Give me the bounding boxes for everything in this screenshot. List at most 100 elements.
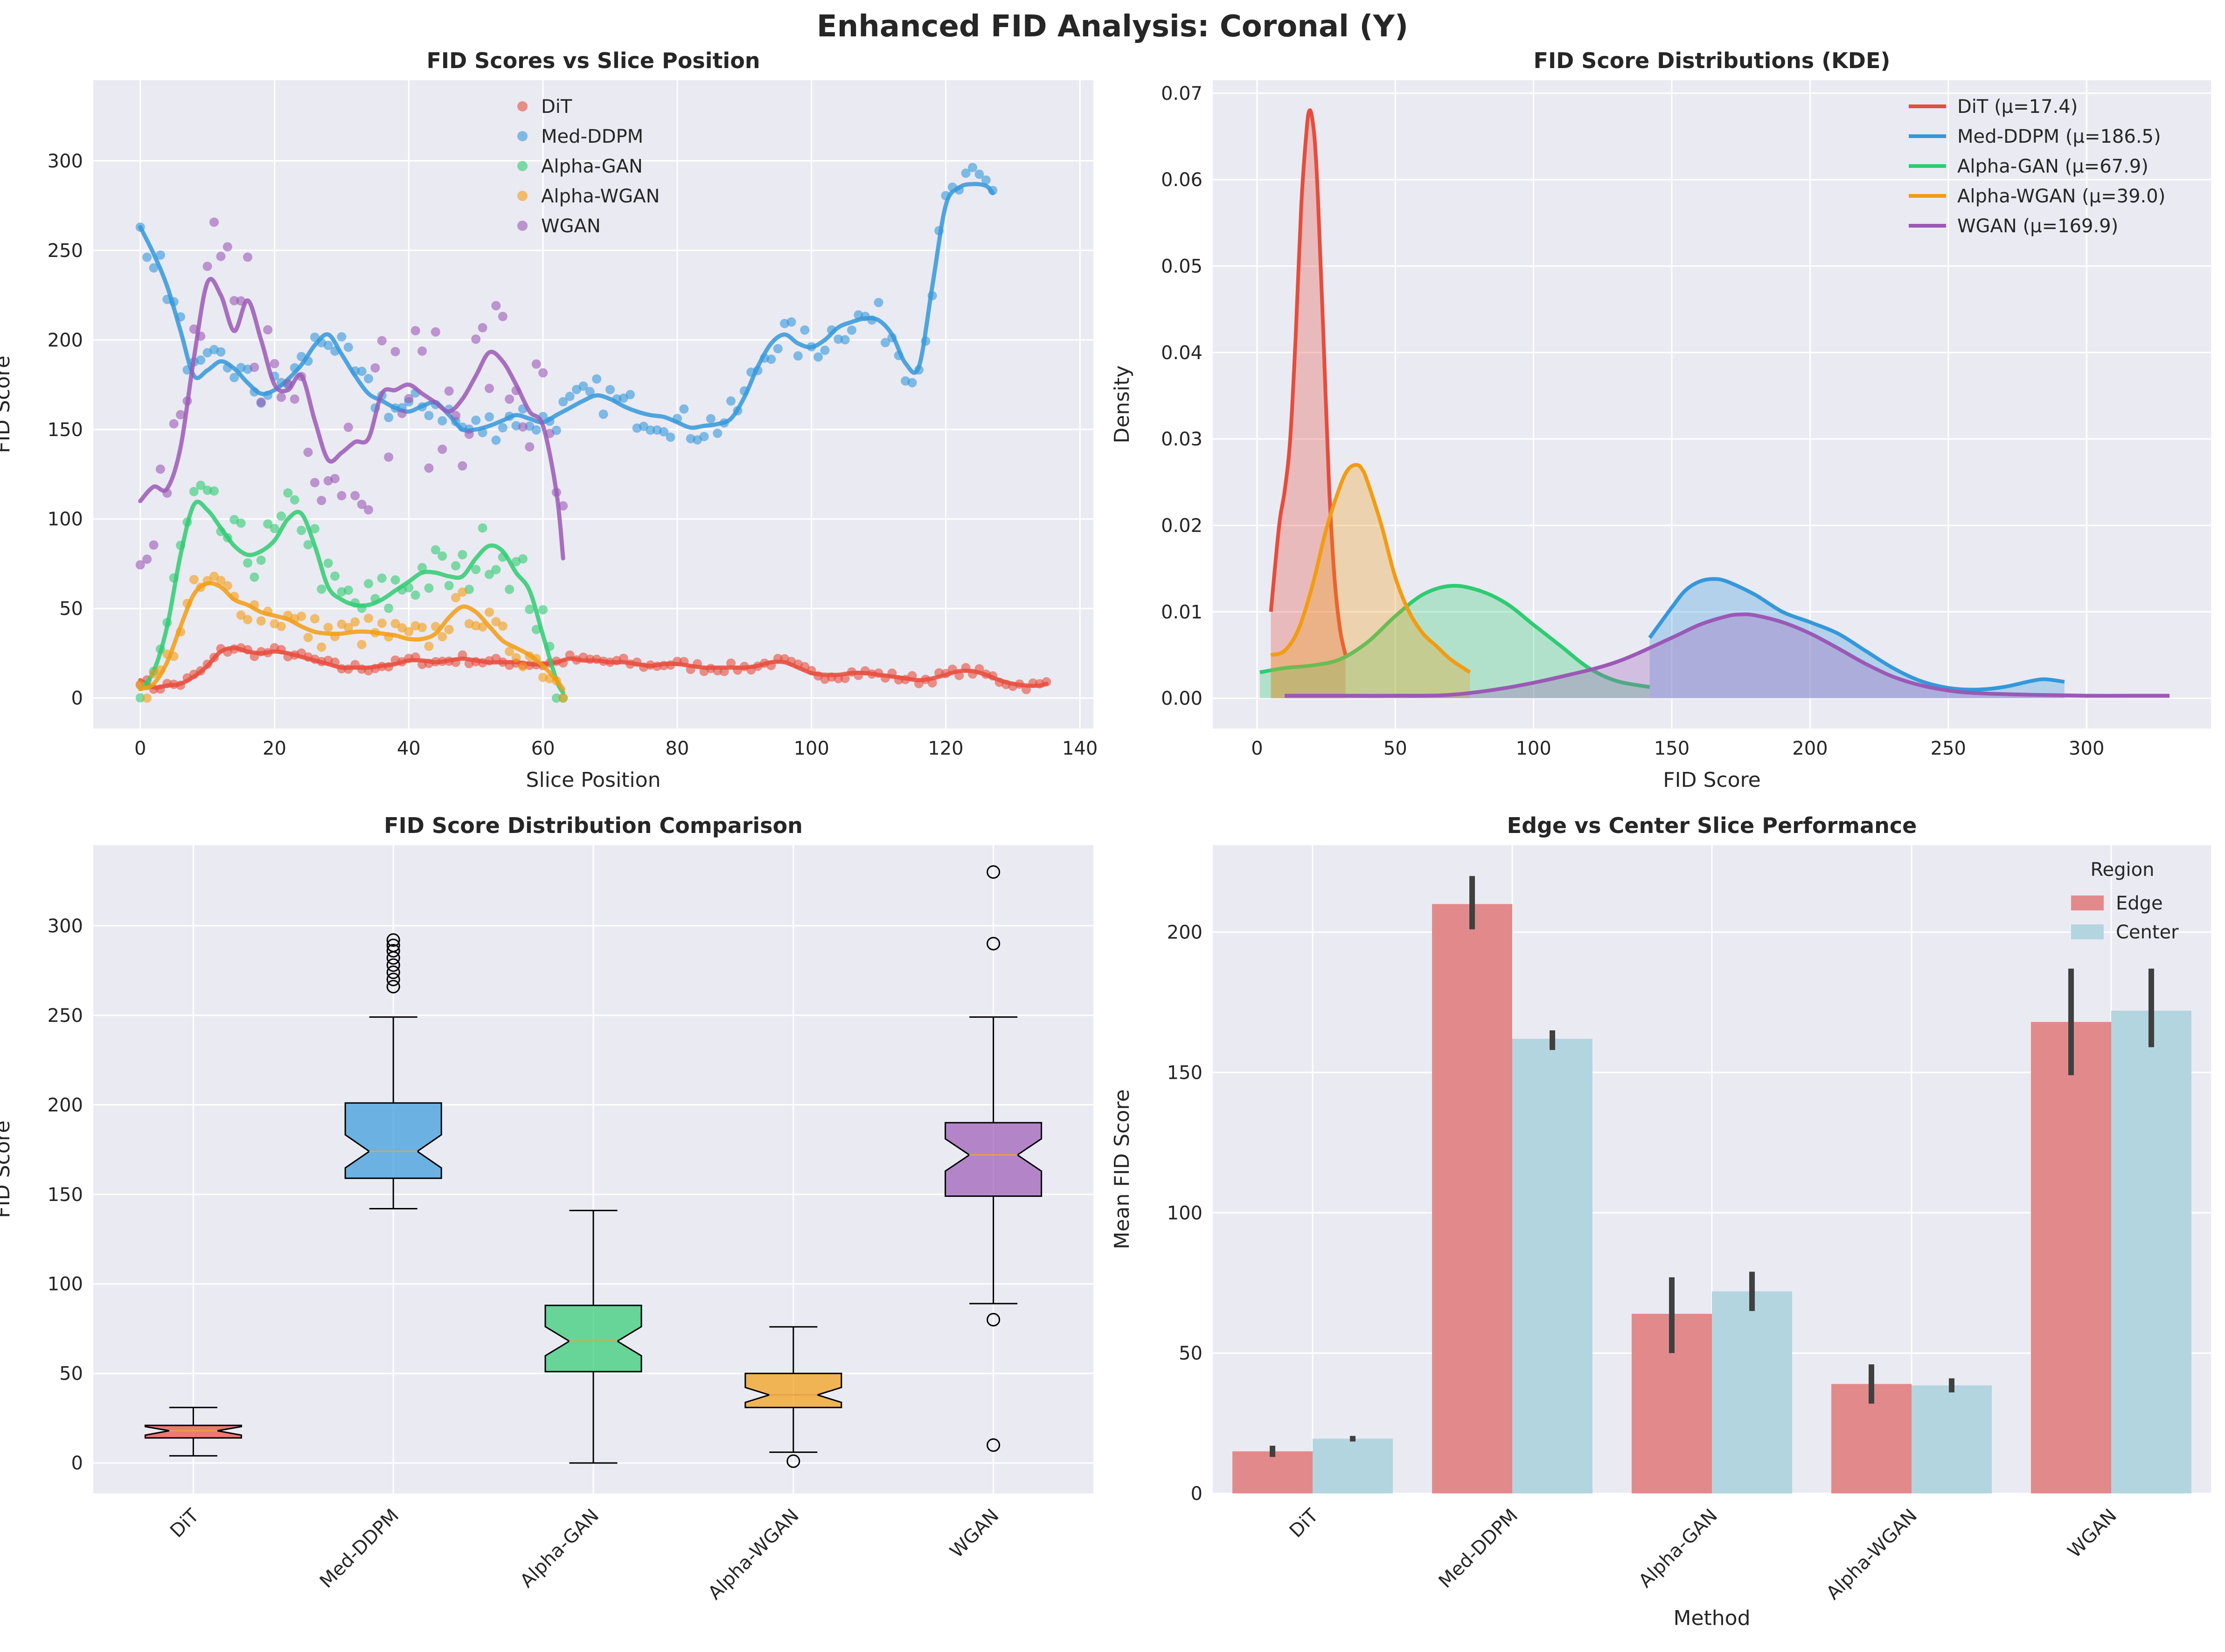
scatter-point [323,623,333,632]
scatter-point [384,413,394,423]
y-tick-label: 0.01 [1161,602,1203,623]
scatter-point [270,359,279,368]
scatter-point [283,488,293,498]
outlier-point [786,1454,800,1468]
y-tick-label: 100 [48,1274,83,1295]
legend-marker [517,101,528,111]
legend-label: WGAN (μ=169.9) [1957,215,2118,237]
scatter-point [243,615,252,625]
kde-fill [1649,579,2065,699]
scatter-point [679,404,689,414]
scatter-point [478,523,487,533]
y-tick-label: 300 [48,916,83,937]
scatter-point [350,617,360,627]
scatter-point [310,478,320,487]
x-tick-label: 300 [2069,738,2104,759]
box [945,1122,1043,1197]
scatter-point [209,486,219,496]
scatter-point [578,381,588,391]
legend-label: Edge [2116,893,2163,914]
bar-edge [2031,1022,2111,1493]
scatter-point [135,560,145,570]
x-tick-label: 100 [1516,738,1551,759]
trend-line [138,500,565,695]
scatter-point [974,169,984,179]
scatter-point [471,564,481,574]
scatter-point [323,340,333,350]
bar-center [1512,1039,1592,1493]
scatter-point [176,410,186,420]
scatter-point [222,242,232,252]
scatter-point [142,252,152,262]
scatter-point [390,347,400,356]
panel-title: Edge vs Center Slice Performance [1507,813,1917,838]
scatter-point [142,693,152,703]
scatter-point [216,251,226,261]
bar-edge [1432,904,1512,1493]
scatter-point [491,565,501,575]
scatter-point [814,352,823,362]
scatter-point [317,496,327,506]
scatter-point [511,653,521,663]
legend-label: Alpha-GAN [541,156,643,177]
scatter-point [713,428,723,438]
scatter-point [343,423,353,432]
y-tick-label: 150 [48,419,83,441]
legend-swatch [2071,895,2104,910]
scatter-point [263,325,273,335]
outlier-point [386,944,400,958]
y-tick-label: 0.05 [1161,256,1203,277]
scatter-point [276,392,286,402]
y-axis-label: FID Score [0,1120,14,1218]
kde-line [1259,583,1650,689]
y-tick-label: 200 [48,330,83,351]
scatter-point [646,425,655,435]
legend-label: Alpha-WGAN [541,186,660,207]
x-tick-label: 20 [263,738,286,759]
box [144,1424,242,1439]
scatter-point [498,621,508,631]
scatter-point [424,463,434,473]
scatter-point [424,583,434,593]
scatter-point [155,250,165,260]
plot-area [93,80,1093,729]
scatter-point [256,397,266,407]
kde-fill [1271,110,1346,699]
scatter-point [357,500,367,509]
x-tick-label: 200 [1792,738,1828,759]
scatter-point [484,412,494,422]
outlier-point [386,965,400,979]
x-tick-label: 150 [1654,738,1690,759]
legend-label: DiT (μ=17.4) [1957,96,2078,118]
scatter-point [310,524,320,534]
y-tick-label: 0 [71,1453,83,1474]
y-axis-label: Mean FID Score [1110,1089,1134,1249]
scatter-point [518,554,528,564]
scatter-point [250,362,259,372]
scatter-point [464,430,474,439]
bar-center [1912,1385,1992,1493]
scatter-point [350,491,360,500]
scatter-point [343,585,353,595]
y-tick-label: 0 [71,688,83,709]
y-tick-label: 250 [48,1005,83,1027]
scatter-point [229,296,239,305]
scatter-point [290,394,299,404]
panel-title: FID Scores vs Slice Position [426,48,760,73]
scatter-point [491,301,501,311]
legend-label: Med-DDPM (μ=186.5) [1957,126,2161,147]
kde-fill [1271,465,1470,699]
scatter-point [585,387,595,396]
y-tick-label: 0.06 [1161,169,1203,191]
scatter-point [531,359,541,369]
scatter-point [417,623,427,632]
scatter-point [444,625,454,634]
scatter-point [404,394,414,403]
scatter-point [276,511,286,521]
y-tick-label: 50 [59,1363,83,1385]
scatter-point [498,423,508,433]
scatter-point [538,368,548,378]
scatter-point [424,641,434,651]
kde-line [1285,612,2170,698]
